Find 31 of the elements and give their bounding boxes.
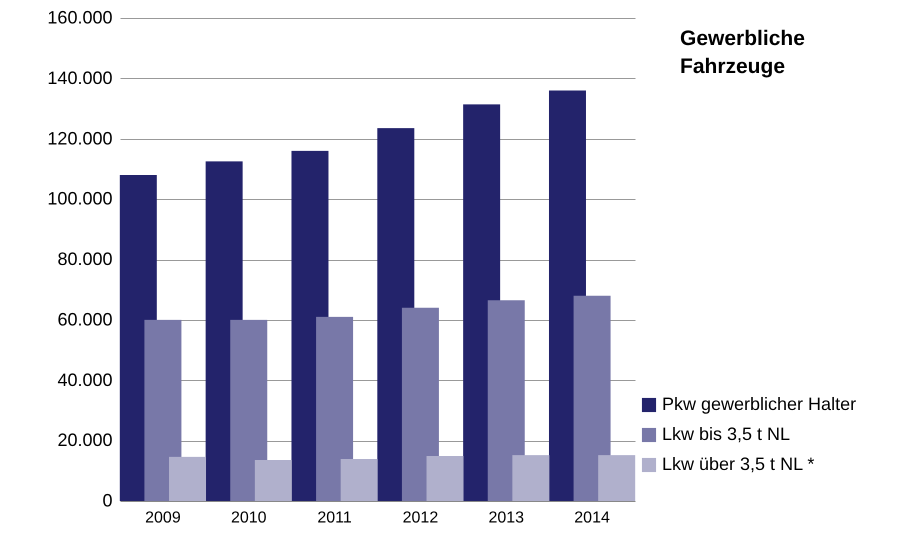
bar	[316, 316, 354, 501]
x-tick-label: 2010	[230, 510, 267, 526]
bar	[598, 455, 636, 501]
x-tick-label: 2009	[145, 510, 181, 526]
y-tick-label: 100.000	[47, 188, 112, 209]
x-tick-label: 2012	[402, 510, 438, 526]
bar	[426, 456, 464, 501]
y-tick-label: 20.000	[57, 430, 112, 450]
y-tick-label: 80.000	[57, 249, 112, 269]
y-tick-label: 160.000	[47, 8, 112, 28]
x-tick-label: 2013	[488, 510, 524, 526]
x-tick-label: 2011	[317, 510, 352, 526]
x-tick-label: 2014	[574, 510, 610, 526]
y-tick-label: 40.000	[57, 370, 112, 390]
bar	[574, 296, 611, 501]
bar	[402, 308, 439, 501]
legend-label: Pkw gewerblicher Halter	[662, 394, 856, 414]
bar	[144, 320, 182, 501]
bar	[169, 456, 206, 501]
bar	[254, 460, 292, 501]
y-tick-label: 60.000	[57, 309, 112, 330]
y-tick-label: 120.000	[47, 128, 112, 148]
text: Gewerbliche Fahrzeuge	[680, 27, 805, 78]
y-tick-label: 0	[102, 490, 112, 510]
bar	[230, 320, 268, 501]
legend-label: Lkw über 3,5 t NL *	[662, 454, 814, 474]
y-tick-label: 140.000	[47, 68, 112, 88]
bar	[488, 300, 525, 501]
bar	[512, 455, 550, 501]
bar	[340, 459, 378, 501]
legend-label: Lkw bis 3,5 t NL	[662, 424, 790, 444]
